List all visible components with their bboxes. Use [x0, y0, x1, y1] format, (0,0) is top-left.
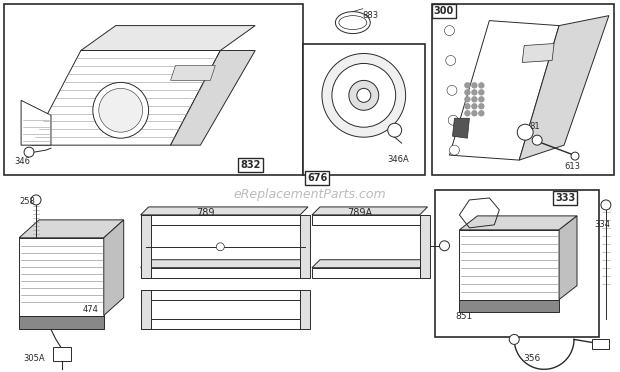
Polygon shape [141, 290, 151, 330]
Circle shape [450, 145, 459, 155]
Text: 832: 832 [241, 160, 260, 170]
Circle shape [440, 241, 450, 251]
Polygon shape [312, 207, 428, 215]
Text: 474: 474 [83, 305, 99, 314]
Text: 851: 851 [456, 311, 472, 321]
Circle shape [445, 26, 454, 36]
Circle shape [322, 54, 405, 137]
Polygon shape [141, 290, 300, 299]
Polygon shape [459, 216, 577, 230]
Circle shape [479, 97, 484, 102]
Bar [432, 4, 614, 175]
Text: 258: 258 [19, 197, 35, 206]
Circle shape [465, 104, 470, 109]
Circle shape [479, 104, 484, 109]
Circle shape [465, 83, 470, 88]
Polygon shape [141, 215, 151, 278]
Circle shape [93, 82, 149, 138]
Circle shape [332, 64, 396, 127]
Polygon shape [420, 215, 430, 278]
Circle shape [216, 243, 224, 251]
Circle shape [99, 89, 143, 132]
Bar [303, 44, 425, 175]
Circle shape [472, 97, 477, 102]
Polygon shape [104, 220, 124, 315]
Circle shape [388, 123, 402, 137]
Circle shape [532, 135, 542, 145]
Polygon shape [519, 16, 609, 160]
Circle shape [465, 97, 470, 102]
Bar [435, 190, 599, 337]
Text: 305A: 305A [23, 355, 45, 363]
Circle shape [31, 195, 41, 205]
Circle shape [448, 115, 458, 125]
Polygon shape [459, 230, 559, 299]
Circle shape [479, 90, 484, 95]
Polygon shape [300, 215, 310, 278]
Text: 81: 81 [529, 122, 540, 131]
Polygon shape [459, 299, 559, 311]
Ellipse shape [339, 16, 367, 30]
Circle shape [446, 55, 456, 65]
Circle shape [571, 152, 579, 160]
Text: 346A: 346A [388, 155, 409, 164]
Polygon shape [312, 260, 428, 268]
Polygon shape [53, 347, 71, 361]
Text: 613: 613 [564, 162, 580, 171]
Polygon shape [141, 260, 308, 268]
Polygon shape [312, 215, 420, 225]
Polygon shape [170, 51, 255, 145]
Polygon shape [19, 220, 124, 238]
Polygon shape [141, 320, 300, 330]
Text: 789: 789 [196, 208, 215, 218]
Text: 300: 300 [433, 6, 454, 16]
Circle shape [465, 111, 470, 116]
Circle shape [601, 200, 611, 210]
Polygon shape [19, 315, 104, 330]
Polygon shape [170, 65, 215, 80]
Polygon shape [522, 44, 554, 62]
Polygon shape [31, 51, 220, 145]
Text: 333: 333 [555, 193, 575, 203]
Polygon shape [141, 207, 308, 215]
Polygon shape [81, 26, 255, 51]
Circle shape [349, 80, 379, 110]
Text: 346: 346 [14, 157, 30, 166]
Polygon shape [141, 268, 300, 278]
Text: eReplacementParts.com: eReplacementParts.com [234, 188, 386, 201]
Circle shape [517, 124, 533, 140]
Text: 334: 334 [594, 220, 610, 229]
Polygon shape [592, 339, 609, 349]
Polygon shape [559, 216, 577, 299]
Circle shape [479, 111, 484, 116]
Polygon shape [453, 118, 469, 138]
Ellipse shape [335, 12, 370, 33]
Circle shape [472, 90, 477, 95]
Circle shape [472, 83, 477, 88]
Circle shape [479, 83, 484, 88]
Polygon shape [19, 238, 104, 315]
Circle shape [472, 104, 477, 109]
Circle shape [357, 89, 371, 102]
Circle shape [447, 86, 457, 95]
Polygon shape [450, 20, 559, 160]
Circle shape [465, 90, 470, 95]
Polygon shape [141, 215, 300, 225]
Text: 676: 676 [307, 173, 327, 183]
Bar [4, 4, 303, 175]
Circle shape [472, 111, 477, 116]
Polygon shape [312, 268, 420, 278]
Circle shape [509, 334, 519, 344]
Polygon shape [300, 290, 310, 330]
Text: 789A: 789A [347, 208, 373, 218]
Circle shape [24, 147, 34, 157]
Text: 883: 883 [363, 11, 379, 20]
Polygon shape [21, 100, 51, 145]
Text: 356: 356 [523, 355, 541, 363]
